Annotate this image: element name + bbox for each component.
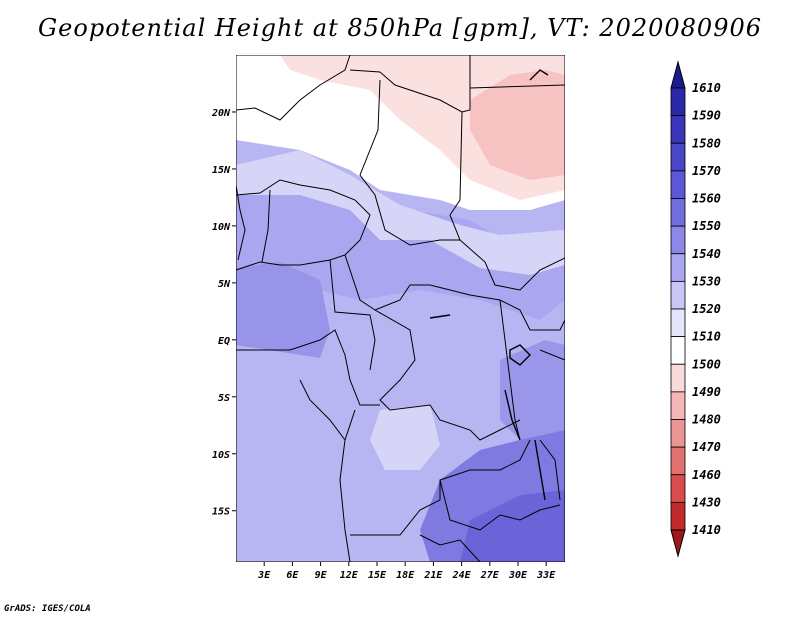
colorbar-label: 1500 bbox=[692, 357, 721, 371]
colorbar-swatch bbox=[670, 474, 686, 503]
lon-label: 18E bbox=[396, 570, 415, 581]
lat-label: 15N bbox=[212, 165, 231, 176]
colorbar-label: 1560 bbox=[692, 192, 721, 206]
colorbar-label: 1610 bbox=[692, 81, 721, 95]
colorbar-label: 1550 bbox=[692, 219, 721, 233]
colorbar-label: 1410 bbox=[692, 523, 721, 537]
lat-label: 10S bbox=[212, 450, 230, 461]
colorbar-swatch bbox=[670, 142, 686, 172]
colorbar-label: 1510 bbox=[692, 330, 721, 344]
lon-label: 21E bbox=[423, 570, 443, 581]
colorbar-swatch bbox=[670, 363, 686, 393]
lat-label: 5N bbox=[218, 279, 231, 290]
lat-label: 10N bbox=[212, 222, 231, 233]
colorbar-label: 1530 bbox=[692, 274, 721, 288]
colorbar-swatch bbox=[670, 308, 686, 338]
colorbar-swatch bbox=[670, 501, 686, 531]
lon-label: 27E bbox=[480, 570, 500, 581]
lakes bbox=[429, 69, 549, 501]
field-west-coast bbox=[236, 262, 330, 358]
colorbar: 1610 1590 1580 1570 1560 1550 1540 1530 1520 1510… bbox=[670, 60, 721, 558]
lon-label: 9E bbox=[315, 570, 328, 581]
lon-label: 12E bbox=[340, 570, 359, 581]
colorbar-swatch bbox=[670, 336, 686, 365]
latitude-axis: 20N 15N 10N 5N EQ 5S 10S 15S bbox=[211, 108, 236, 518]
colorbar-swatch bbox=[670, 170, 686, 199]
colorbar-label: 1580 bbox=[692, 136, 721, 150]
lat-label: 20N bbox=[211, 108, 231, 119]
colorbar-swatch bbox=[670, 280, 686, 310]
colorbar-swatch bbox=[670, 446, 686, 476]
chart-title: Geopotential Height at 850hPa [gpm], VT:… bbox=[38, 14, 762, 42]
colorbar-swatch bbox=[670, 253, 686, 282]
field-pale-band bbox=[236, 150, 565, 275]
colorbar-label: 1570 bbox=[692, 164, 721, 178]
field-southeast-deep bbox=[460, 490, 565, 562]
field-pink-core bbox=[470, 70, 565, 180]
colorbar-top-arrow bbox=[670, 60, 686, 89]
field-pale-south bbox=[370, 405, 440, 470]
colorbar-label: 1490 bbox=[692, 385, 721, 399]
colorbar-bottom-arrow bbox=[670, 529, 686, 558]
map-panel bbox=[236, 55, 565, 562]
colorbar-label: 1430 bbox=[692, 495, 721, 509]
colorbar-swatch bbox=[670, 198, 686, 227]
field-east-deep bbox=[500, 340, 565, 440]
colorbar-label: 1520 bbox=[692, 302, 721, 316]
lon-label: 30E bbox=[508, 570, 528, 581]
footer-credit: GrADS: IGES/COLA bbox=[4, 604, 91, 614]
lat-label: 5S bbox=[218, 393, 230, 404]
colorbar-swatch bbox=[670, 225, 686, 255]
colorbar-label: 1590 bbox=[692, 109, 721, 123]
lon-label: 33E bbox=[536, 570, 556, 581]
lat-label: 15S bbox=[212, 507, 230, 518]
colorbar-label: 1460 bbox=[692, 468, 721, 482]
colorbar-swatch bbox=[670, 87, 686, 117]
colorbar-swatch bbox=[670, 419, 686, 448]
lon-label: 15E bbox=[368, 570, 387, 581]
colorbar-label: 1470 bbox=[692, 440, 721, 454]
lon-label: 24E bbox=[452, 570, 472, 581]
colorbar-label: 1540 bbox=[692, 247, 721, 261]
lat-label: EQ bbox=[218, 336, 230, 347]
colorbar-swatch bbox=[670, 115, 686, 144]
boundaries bbox=[236, 55, 565, 562]
longitude-axis: 3E 6E 9E 12E 15E 18E 21E 24E 27E 30E 33E bbox=[257, 562, 556, 581]
lon-label: 3E bbox=[257, 570, 271, 581]
lon-label: 6E bbox=[286, 570, 299, 581]
colorbar-label: 1480 bbox=[692, 413, 721, 427]
colorbar-swatch bbox=[670, 391, 686, 420]
